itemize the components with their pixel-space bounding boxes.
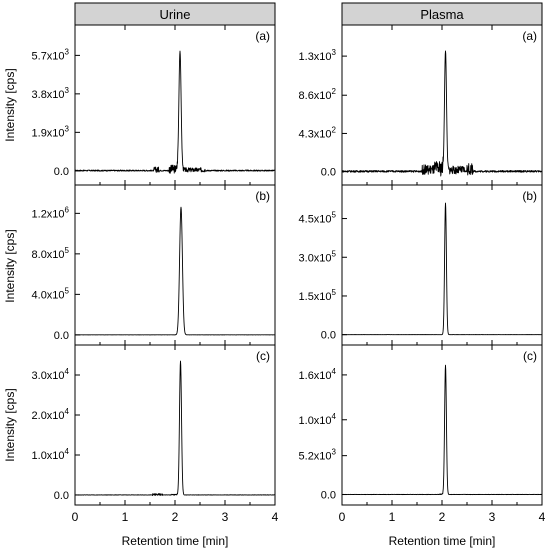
y-tick-label: 3.0x104 (32, 367, 70, 382)
y-tick-label: 2.0x104 (32, 407, 70, 422)
chromatogram-trace (341, 364, 543, 496)
x-tick-label: 4 (539, 510, 546, 524)
y-tick-label: 0.0 (54, 490, 69, 502)
panel-letter: (a) (255, 29, 270, 43)
y-tick-label: 1.3x103 (299, 48, 337, 63)
chromatogram-trace (341, 50, 543, 177)
panel-urine-a: (a) 0.0 1.9x103 3.8x103 5.7x103 (32, 24, 276, 186)
y-tick-label: 5.2x103 (299, 448, 337, 463)
panel-letter: (c) (256, 349, 270, 363)
y-tick-label: 5.7x103 (32, 47, 70, 62)
y-tick-label: 0.0 (54, 330, 69, 342)
panel-letter: (b) (255, 189, 270, 203)
y-tick-label: 8.6x102 (299, 87, 337, 102)
ylabel-urine-b: Intensity [cps] (3, 229, 17, 302)
plot-frame (341, 344, 543, 506)
y-tick-label: 0.0 (321, 330, 336, 342)
panel-letter: (c) (523, 349, 537, 363)
panel-plasma-b: (b) 0.0 1.5x105 3.0x105 4.5x105 (299, 184, 543, 346)
plot-frame (74, 184, 276, 346)
ylabel-urine-c: Intensity [cps] (3, 388, 17, 461)
panel-letter: (b) (522, 189, 537, 203)
panel-urine-c: (c) 0 1 2 3 4 0.0 1.0x104 2.0x104 3.0x104 (32, 344, 279, 524)
plot-frame (74, 344, 276, 506)
y-tick-label: 1.2x106 (32, 205, 70, 220)
x-tick-label: 0 (339, 510, 346, 524)
y-tick-label: 0.0 (321, 490, 336, 502)
xlabel-plasma: Retention time [min] (389, 534, 496, 548)
y-tick-label: 3.0x105 (299, 249, 337, 264)
ylabel-urine-a: Intensity [cps] (3, 68, 17, 141)
plot-frame (74, 24, 276, 186)
plot-frame (341, 184, 543, 346)
y-tick-label: 0.0 (321, 167, 336, 179)
xlabel-urine: Retention time [min] (122, 534, 229, 548)
y-tick-label: 1.9x103 (32, 124, 70, 139)
plot-frame (341, 24, 543, 186)
chromatogram-trace (74, 50, 276, 174)
y-tick-label: 1.0x104 (32, 447, 70, 462)
x-tick-label: 3 (222, 510, 229, 524)
chromatogram-trace (74, 360, 276, 497)
x-tick-label: 4 (272, 510, 279, 524)
y-tick-label: 1.6x104 (299, 367, 337, 382)
y-tick-label: 1.0x104 (299, 412, 337, 427)
y-tick-label: 0.0 (54, 166, 69, 178)
chromatogram-trace (74, 206, 276, 336)
panel-letter: (a) (522, 29, 537, 43)
x-tick-label: 0 (72, 510, 79, 524)
x-tick-label: 2 (439, 510, 446, 524)
y-tick-label: 8.0x105 (32, 246, 70, 261)
panel-plasma-a: (a) 0.0 4.3x102 8.6x102 1.3x103 (299, 24, 543, 186)
chromatogram-trace (341, 202, 543, 336)
header-label-urine: Urine (159, 7, 190, 22)
panel-plasma-c: (c) 0 1 2 3 4 0.0 5.2x103 1.0x104 1.6x104 (299, 344, 546, 524)
x-tick-label: 3 (489, 510, 496, 524)
x-tick-label: 1 (122, 510, 129, 524)
y-tick-label: 4.3x102 (299, 125, 337, 140)
y-tick-label: 1.5x105 (299, 288, 337, 303)
header-label-plasma: Plasma (420, 7, 464, 22)
y-tick-label: 4.5x105 (299, 211, 337, 226)
panel-urine-b: (b) 0.0 4.0x105 8.0x105 1.2x106 (32, 184, 276, 346)
y-tick-label: 4.0x105 (32, 286, 70, 301)
x-tick-label: 1 (389, 510, 396, 524)
y-tick-label: 3.8x103 (32, 86, 70, 101)
x-tick-label: 2 (172, 510, 179, 524)
